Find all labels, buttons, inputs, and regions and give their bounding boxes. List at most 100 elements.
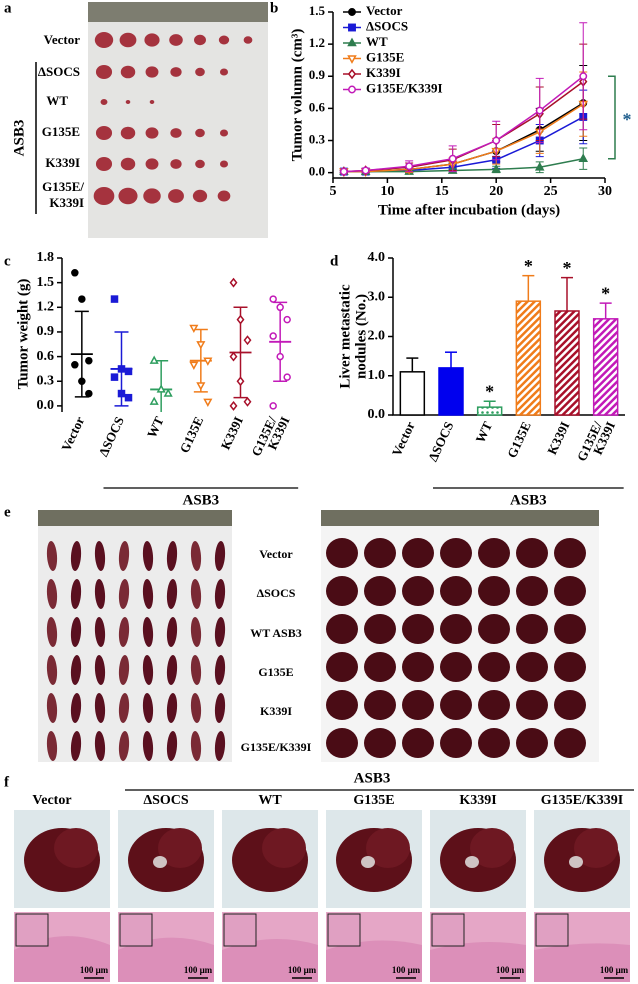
x-tick-label: WT xyxy=(144,414,167,440)
legend-label: K339I xyxy=(366,65,401,80)
marker xyxy=(283,373,291,381)
lung xyxy=(166,731,178,761)
marker xyxy=(156,384,166,393)
tumor xyxy=(219,129,229,137)
y-tick-label: 1.5 xyxy=(309,3,326,18)
marker xyxy=(405,162,414,171)
lung xyxy=(214,731,226,761)
lung xyxy=(214,617,226,647)
y-tick-label: 1.8 xyxy=(37,250,55,265)
marker xyxy=(203,398,213,407)
row-label: Vector xyxy=(259,547,293,561)
lung xyxy=(46,655,58,685)
liver-lobe xyxy=(262,828,306,868)
x-tick-label: ΔSOCS xyxy=(425,419,456,464)
lung xyxy=(94,579,106,609)
row-label: ΔSOCS xyxy=(38,64,80,79)
tumor xyxy=(145,66,159,78)
marker xyxy=(203,357,213,366)
marker xyxy=(534,161,545,171)
y-tick-label: 0.6 xyxy=(309,99,326,114)
tumor xyxy=(218,35,230,45)
x-tick-label: G135E xyxy=(176,414,206,455)
histology-tissue xyxy=(118,937,214,982)
liver xyxy=(554,614,586,644)
marker xyxy=(149,396,159,405)
group-label: ASB3 xyxy=(354,770,391,786)
panel-a-labels: Vector ΔSOCS WT G135E K339I G135E/ K339I… xyxy=(11,32,84,214)
legend-marker xyxy=(347,37,357,47)
lung xyxy=(190,579,202,609)
liver xyxy=(440,614,472,644)
y-tick-label: 1.0 xyxy=(368,368,386,383)
tumor xyxy=(195,159,205,169)
nodule xyxy=(465,856,479,868)
tumor xyxy=(145,158,159,170)
scale-label: 100 μm xyxy=(184,965,213,975)
marker xyxy=(236,376,245,387)
row-label: WT xyxy=(46,93,68,108)
lung xyxy=(190,541,202,571)
tumor xyxy=(100,99,108,105)
lung xyxy=(118,541,130,571)
liver xyxy=(364,614,396,644)
x-tick-label: 30 xyxy=(598,184,612,199)
histology-tissue xyxy=(534,943,630,982)
liver xyxy=(516,576,548,606)
x-tick-label: WT xyxy=(472,419,495,445)
lung xyxy=(46,731,58,761)
tumor xyxy=(95,126,113,140)
liver-lobe xyxy=(470,828,514,868)
x-tick-label: 10 xyxy=(380,184,394,199)
bar xyxy=(399,371,426,416)
liver xyxy=(554,728,586,758)
marker xyxy=(229,351,238,362)
scale-label: 100 μm xyxy=(288,965,317,975)
nodule xyxy=(361,856,375,868)
lung xyxy=(46,541,58,571)
liver xyxy=(440,690,472,720)
inset xyxy=(535,913,569,947)
lung xyxy=(142,541,154,571)
lung xyxy=(214,579,226,609)
lung xyxy=(46,579,58,609)
tumor xyxy=(194,34,206,46)
row-label: G135E/K339I xyxy=(241,740,312,754)
marker xyxy=(189,361,199,370)
x-tick-label: 15 xyxy=(435,184,449,199)
lung xyxy=(166,655,178,685)
group-label: ASB3 xyxy=(182,492,219,508)
marker xyxy=(163,388,173,397)
inset xyxy=(119,913,153,947)
lung xyxy=(70,579,82,609)
dotplot-plot xyxy=(70,301,292,412)
liver xyxy=(326,690,358,720)
lung xyxy=(166,579,178,609)
tumor xyxy=(169,34,183,46)
liver xyxy=(326,538,358,568)
liver xyxy=(440,538,472,568)
liver xyxy=(402,690,434,720)
marker xyxy=(579,72,588,81)
scale-label: 100 μm xyxy=(496,965,525,975)
tumor xyxy=(120,65,136,79)
lung xyxy=(142,731,154,761)
liver xyxy=(478,614,510,644)
significance-label: * xyxy=(524,256,533,276)
lung xyxy=(142,693,154,723)
row-label: G135E xyxy=(258,665,293,679)
panel-e-labels: Vector ΔSOCS WT ASB3 G135E K339I G135E/K… xyxy=(241,547,312,754)
lung xyxy=(118,579,130,609)
tumor xyxy=(192,189,208,203)
liver xyxy=(364,728,396,758)
y-tick-label: 3.0 xyxy=(368,289,386,304)
marker xyxy=(578,153,589,163)
lung xyxy=(190,731,202,761)
lung xyxy=(190,693,202,723)
lung xyxy=(118,731,130,761)
column-label: ΔSOCS xyxy=(143,793,189,808)
legend-marker xyxy=(348,85,356,94)
significance-label: * xyxy=(623,110,632,130)
marker xyxy=(283,315,291,324)
y-tick-label: 2.0 xyxy=(368,329,386,344)
